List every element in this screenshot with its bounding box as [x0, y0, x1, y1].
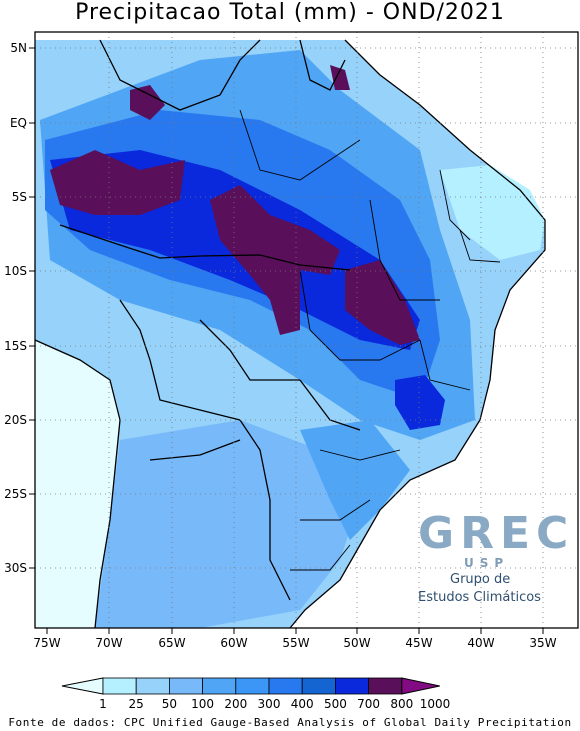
lon-label: 35W: [529, 636, 556, 650]
colorbar-box: [268, 677, 303, 695]
colorbar-label: 500: [324, 697, 347, 711]
lat-label: 10S: [4, 264, 27, 278]
rain-core-north: [130, 85, 165, 120]
lon-label: 40W: [467, 636, 494, 650]
colorbar-box: [135, 677, 170, 695]
lat-label: EQ: [10, 116, 27, 130]
lon-label: 65W: [158, 636, 185, 650]
graticule: [35, 32, 578, 628]
colorbar-label: 200: [224, 697, 247, 711]
logo-main-text: GREC: [418, 508, 575, 559]
lat-label: 5N: [10, 41, 27, 55]
colorbar-label: 25: [129, 697, 144, 711]
colorbar-label: 700: [357, 697, 380, 711]
south-region: [95, 420, 360, 628]
rain-core-minas: [395, 375, 445, 430]
lat-tick-labels: 5N EQ 5S 10S 15S 20S 25S 30S: [4, 41, 27, 575]
colorbar-label: 800: [390, 697, 413, 711]
colorbar: 1 25 50 100 200 300 400 500 700 800 1000: [61, 677, 451, 711]
lon-tick-marks: [46, 628, 544, 634]
colorbar-label: 1: [99, 697, 107, 711]
colorbar-label: 1000: [420, 697, 451, 711]
map-area: [35, 32, 578, 628]
colorbar-arrow-high: [401, 677, 440, 695]
rain-core-northeast: [330, 65, 350, 90]
colorbar-box: [202, 677, 237, 695]
colorbar-box: [334, 677, 369, 695]
lat-label: 30S: [4, 561, 27, 575]
lon-label: 55W: [282, 636, 309, 650]
lon-label: 60W: [220, 636, 247, 650]
logo-line-1: Grupo de: [450, 572, 511, 587]
rain-core-center: [210, 185, 340, 335]
colorbar-label: 300: [258, 697, 281, 711]
logo-sub-text: USP: [464, 556, 510, 570]
rain-core-west: [50, 150, 185, 215]
lon-tick-labels: 75W 70W 65W 60W 55W 50W 45W 40W 35W: [33, 636, 556, 650]
colorbar-arrow-low: [61, 677, 104, 695]
map-frame: [34, 31, 579, 629]
data-source-note: Fonte de dados: CPC Unified Gauge-Based …: [8, 716, 572, 729]
lon-label: 50W: [343, 636, 370, 650]
logo-line-2: Estudos Climáticos: [418, 590, 541, 605]
lon-label: 45W: [405, 636, 432, 650]
lat-label: 20S: [4, 413, 27, 427]
lat-tick-marks: [29, 47, 35, 569]
map-title: Precipitacao Total (mm) - OND/2021: [75, 0, 505, 25]
lon-label: 70W: [95, 636, 122, 650]
colorbar-label: 400: [291, 697, 314, 711]
colorbar-label: 50: [162, 697, 177, 711]
colorbar-box: [168, 677, 203, 695]
south-east-band: [300, 420, 410, 540]
rain-core-east: [345, 260, 420, 345]
state-borders: [239, 109, 501, 571]
colorbar-box: [368, 677, 403, 695]
colorbar-box: [102, 677, 137, 695]
lon-label: 75W: [33, 636, 60, 650]
colorbar-box: [301, 677, 336, 695]
lat-label: 25S: [4, 487, 27, 501]
lat-label: 5S: [12, 190, 27, 204]
grec-logo: GREC USP Grupo de Estudos Climáticos: [418, 508, 575, 606]
lat-label: 15S: [4, 339, 27, 353]
colorbar-label: 100: [191, 697, 214, 711]
colorbar-box: [235, 677, 270, 695]
coastline: [289, 39, 546, 628]
dry-coast-region: [35, 340, 120, 628]
